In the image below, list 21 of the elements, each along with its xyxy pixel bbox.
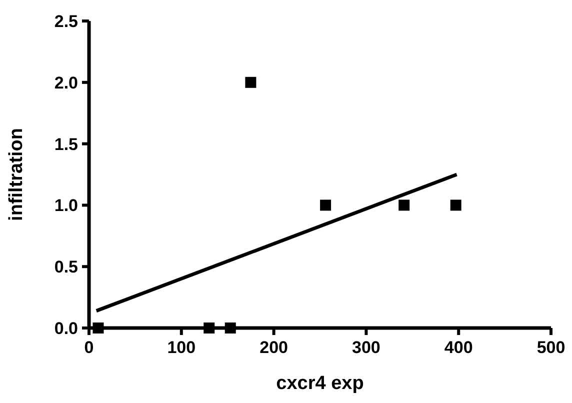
point	[224, 322, 236, 334]
point	[398, 200, 410, 211]
y-tick-label: 2.0	[54, 73, 78, 92]
point	[204, 322, 215, 334]
y-tick-label: 1.0	[54, 196, 78, 216]
x-axis-title: cxcr4 exp	[276, 373, 364, 394]
x-tick-label: 300	[352, 338, 380, 357]
y-tick-label: 0.0	[54, 318, 78, 338]
point	[92, 322, 104, 334]
x-tick-label: 100	[167, 338, 196, 357]
y-tick-label: 1.5	[54, 134, 78, 154]
x-tick-label: 400	[444, 338, 473, 357]
point	[320, 200, 332, 211]
x-tick-label: 0	[84, 338, 94, 357]
point	[245, 76, 256, 88]
x-tick-label: 500	[536, 338, 566, 357]
point	[450, 200, 462, 211]
y-axis-title: infiltration	[6, 128, 27, 221]
x-tick-label: 200	[260, 338, 288, 357]
y-tick-label: 0.5	[54, 258, 78, 277]
y-tick-label: 2.5	[54, 12, 78, 31]
